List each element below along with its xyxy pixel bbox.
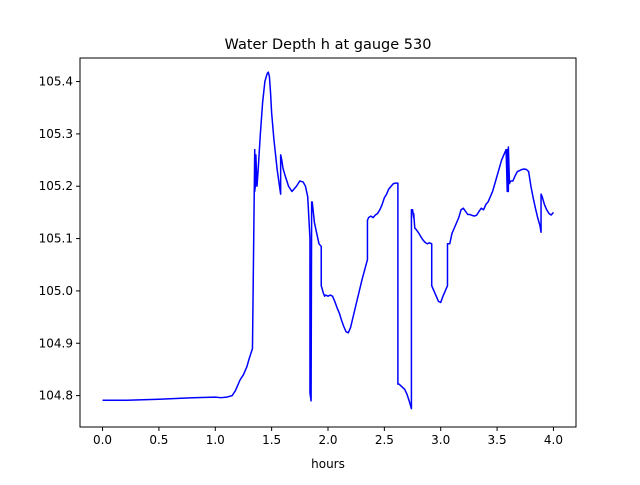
chart-title: Water Depth h at gauge 530 bbox=[225, 37, 432, 53]
series-line-0 bbox=[102, 71, 555, 410]
y-tick-label: 105.4 bbox=[39, 75, 73, 89]
x-tick-label: 0.0 bbox=[93, 433, 112, 447]
x-tick-label: 2.5 bbox=[375, 433, 394, 447]
x-tick-label: 3.0 bbox=[431, 433, 450, 447]
y-tick-label: 105.2 bbox=[39, 179, 73, 193]
y-tick-label: 105.0 bbox=[39, 284, 73, 298]
x-axis-label: hours bbox=[311, 457, 345, 471]
x-tick-label: 4.0 bbox=[544, 433, 563, 447]
x-tick-label: 1.5 bbox=[262, 433, 281, 447]
y-tick-label: 104.9 bbox=[39, 336, 73, 350]
x-tick-label: 3.5 bbox=[488, 433, 507, 447]
y-tick-label: 105.1 bbox=[39, 232, 73, 246]
y-tick-label: 104.8 bbox=[39, 389, 73, 403]
x-tick-label: 2.0 bbox=[318, 433, 337, 447]
y-axis: 104.8 104.9 105.0 105.1 105.2 105.3 105.4 bbox=[39, 75, 80, 403]
x-tick-label: 1.0 bbox=[206, 433, 225, 447]
y-tick-label: 105.3 bbox=[39, 127, 73, 141]
x-axis: 0.0 0.5 1.0 1.5 2.0 2.5 3.0 3.5 4.0 bbox=[93, 427, 563, 447]
x-tick-label: 0.5 bbox=[149, 433, 168, 447]
